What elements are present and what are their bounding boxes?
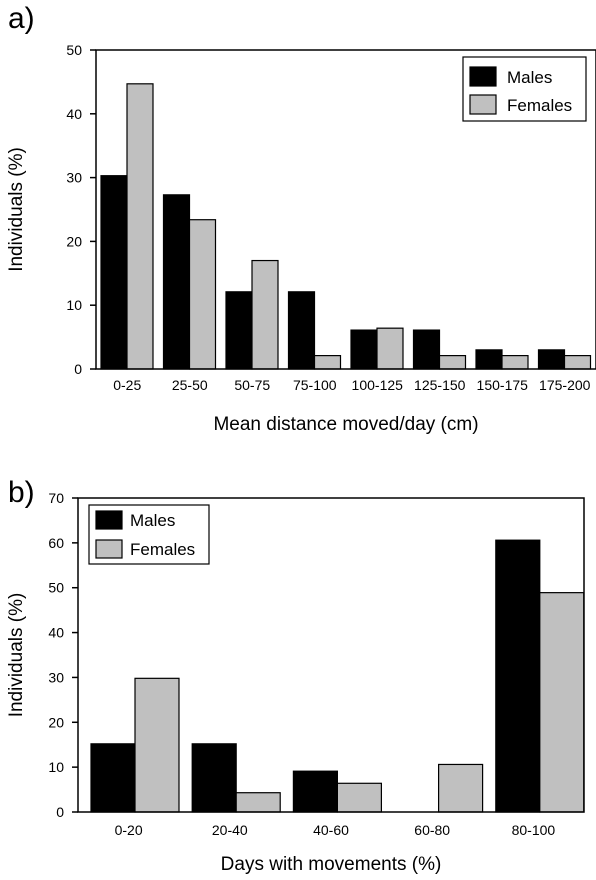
y-tick-label: 0	[56, 804, 64, 820]
legend-label-females: Females	[130, 540, 195, 559]
y-tick-label: 10	[66, 297, 82, 313]
x-axis-title: Mean distance moved/day (cm)	[213, 414, 478, 435]
y-tick-label: 70	[48, 490, 64, 506]
x-tick-label: 20-40	[212, 822, 248, 838]
legend-swatch-males	[469, 66, 497, 87]
bar-males-50-75	[225, 291, 253, 370]
y-tick-label: 10	[48, 759, 64, 775]
legend-label-females: Females	[507, 96, 572, 115]
y-tick-label: 50	[66, 42, 82, 58]
y-tick-label: 20	[66, 233, 82, 249]
bar-males-80-100	[495, 539, 541, 813]
bar-males-150-175	[475, 349, 503, 370]
y-tick-label: 50	[48, 580, 64, 596]
y-tick-label: 40	[48, 625, 64, 641]
bar-males-75-100	[287, 291, 316, 370]
chart-panel-a: a) 0-25 25-50 50-75 75-100 100-125 125-150 150-…	[6, 2, 596, 435]
legend-label-males: Males	[507, 68, 552, 87]
plot-frame	[95, 49, 596, 370]
bar-females-75-100	[313, 355, 342, 370]
bar-males-175-200	[537, 349, 566, 370]
x-tick-label: 50-75	[234, 377, 270, 393]
plot-frame	[77, 497, 585, 813]
x-tick-label: 175-200	[539, 377, 591, 393]
chart-panel-b: b) 0-20 20-40 40-60 60-80 80-100 0 10 20 30 40 50 60…	[6, 476, 585, 875]
x-tick-label: 40-60	[313, 822, 349, 838]
y-tick-label: 30	[66, 170, 82, 186]
bar-females-20-40	[235, 792, 281, 813]
panel-label: a)	[8, 2, 35, 35]
y-axis-title: Individuals (%)	[6, 593, 27, 718]
y-tick-label: 60	[48, 535, 64, 551]
y-tick-label: 20	[48, 714, 64, 730]
bar-females-80-100	[539, 592, 585, 813]
bar-females-25-50	[188, 219, 217, 370]
x-tick-label: 75-100	[293, 377, 337, 393]
y-axis-title: Individuals (%)	[6, 147, 27, 272]
x-tick-label: 0-20	[115, 822, 143, 838]
x-tick-label: 0-25	[113, 377, 141, 393]
bar-females-60-80	[438, 763, 484, 813]
bar-males-20-40	[191, 743, 237, 813]
x-tick-label: 80-100	[512, 822, 556, 838]
legend-label-males: Males	[130, 511, 175, 530]
y-tick-label: 40	[66, 106, 82, 122]
legend-swatch-females	[469, 94, 497, 115]
bar-males-25-50	[162, 194, 191, 370]
x-tick-label: 60-80	[414, 822, 450, 838]
y-tick-label: 30	[48, 669, 64, 685]
x-tick-label: 125-150	[414, 377, 466, 393]
bar-females-100-125	[376, 327, 404, 370]
x-axis-title: Days with movements (%)	[221, 854, 442, 875]
bar-males-0-25	[100, 175, 128, 370]
bar-females-0-25	[126, 83, 154, 370]
legend-swatch-females	[95, 539, 123, 559]
bar-males-100-125	[350, 329, 378, 370]
bar-females-40-60	[336, 782, 382, 813]
bar-males-0-20	[90, 743, 136, 813]
x-tick-label: 150-175	[477, 377, 529, 393]
bar-females-150-175	[501, 355, 529, 370]
legend: Males Females	[88, 504, 210, 565]
bar-males-40-60	[292, 770, 338, 813]
bar-males-125-150	[412, 329, 441, 370]
legend-swatch-males	[95, 510, 123, 530]
legend: Males Females	[462, 56, 587, 122]
bar-females-175-200	[563, 355, 592, 370]
x-tick-label: 25-50	[172, 377, 208, 393]
x-tick-label: 100-125	[352, 377, 404, 393]
bar-females-0-20	[134, 677, 180, 813]
bar-females-50-75	[251, 259, 279, 370]
panel-label: b)	[8, 476, 35, 509]
y-tick-label: 0	[74, 361, 82, 377]
bar-females-125-150	[438, 355, 467, 370]
